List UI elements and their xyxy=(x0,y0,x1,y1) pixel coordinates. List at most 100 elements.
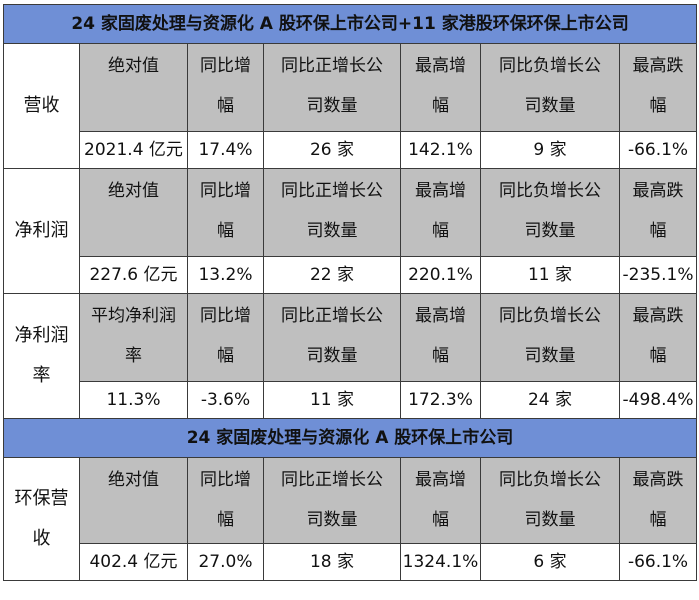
header-cell-positive-count: 同比正增长公 司数量 xyxy=(263,168,401,257)
stats-table: 24 家固废处理与资源化 A 股环保上市公司+11 家港股环保环保上市公司 营收… xyxy=(2,4,698,581)
value-cell: 11.3% xyxy=(79,381,188,419)
header-cell-max-growth: 最高增幅 xyxy=(400,168,481,257)
row-label-env-revenue: 环保营收 xyxy=(3,457,80,581)
header-cell-max-growth: 最高增幅 xyxy=(400,43,481,132)
header-cell-absolute-value: 绝对值 xyxy=(79,168,188,257)
header-row: 营收 绝对值 同比增幅 同比正增长公 司数量 最高增幅 同比负增长公 司数量 最高跌… xyxy=(3,43,698,169)
header-cell-yoy-growth: 同比增幅 xyxy=(187,293,264,382)
header-cell-positive-count: 同比正增长公 司数量 xyxy=(263,457,401,544)
row-label-line: 率 xyxy=(32,365,51,386)
value-cell: 27.0% xyxy=(187,543,264,581)
value-cell: 227.6 亿元 xyxy=(79,256,188,294)
header-line: 幅 xyxy=(217,96,234,116)
header-cell-positive-count: 同比正增长公 司数量 xyxy=(263,43,401,132)
value-cell: 18 家 xyxy=(263,543,401,581)
value-cell: 11 家 xyxy=(263,381,401,419)
row-label-line: 营收 xyxy=(23,95,60,116)
header-cell-yoy-growth: 同比增幅 xyxy=(187,43,264,132)
header-cell-avg-net-margin: 平均净利润率 xyxy=(79,293,188,382)
value-cell: 9 家 xyxy=(480,131,620,169)
header-cell-absolute-value: 绝对值 xyxy=(79,457,188,544)
row-label-line: 净利润 xyxy=(14,325,69,346)
header-line: 同比负增长公 xyxy=(499,306,601,326)
value-cell: 13.2% xyxy=(187,256,264,294)
header-line: 最高增 xyxy=(415,181,466,201)
value-cell: 17.4% xyxy=(187,131,264,169)
header-line: 幅 xyxy=(649,510,667,530)
section-title-row: 24 家固废处理与资源化 A 股环保上市公司+11 家港股环保环保上市公司 xyxy=(2,4,698,44)
header-line: 幅 xyxy=(432,96,449,116)
header-line: 同比正增长公 xyxy=(281,181,383,201)
header-row: 环保营收 绝对值 同比增幅 同比正增长公 司数量 最高增幅 同比负增长公 司数量 最… xyxy=(3,457,698,581)
row-label-line: 净利润 xyxy=(14,220,69,241)
value-row: 402.4 亿元 27.0% 18 家 1324.1% 6 家 -66.1% xyxy=(4,543,698,581)
header-line: 最高跌 xyxy=(632,306,684,326)
header-line: 率 xyxy=(125,346,142,366)
row-label-line: 环保营 xyxy=(14,488,69,509)
header-cell-absolute-value: 绝对值 xyxy=(79,43,188,132)
value-cell: -235.1% xyxy=(618,256,698,294)
header-line: 最高增 xyxy=(415,306,466,326)
header-line: 幅 xyxy=(217,346,234,366)
header-cell-max-growth: 最高增幅 xyxy=(400,293,481,382)
header-line: 绝对值 xyxy=(108,181,159,201)
section-title-row: 24 家固废处理与资源化 A 股环保上市公司 xyxy=(2,418,698,458)
header-line: 平均净利润 xyxy=(91,306,176,326)
header-cell-negative-count: 同比负增长公 司数量 xyxy=(480,43,620,132)
row-label-revenue: 营收 xyxy=(3,43,80,169)
value-cell: 402.4 亿元 xyxy=(79,543,188,581)
header-cell-max-decline: 最高跌幅 xyxy=(618,457,698,544)
row-label-net-profit: 净利润 xyxy=(3,168,80,294)
header-line: 同比增 xyxy=(200,306,251,326)
header-line: 幅 xyxy=(649,346,667,366)
header-line: 最高跌 xyxy=(632,56,684,76)
header-cell-max-growth: 最高增幅 xyxy=(400,457,481,544)
value-cell: 26 家 xyxy=(263,131,401,169)
header-line: 同比增 xyxy=(200,56,251,76)
header-line: 幅 xyxy=(432,221,449,241)
value-cell: 22 家 xyxy=(263,256,401,294)
header-line: 司数量 xyxy=(306,510,358,530)
header-line: 司数量 xyxy=(306,221,358,241)
value-cell: -66.1% xyxy=(618,131,698,169)
header-row: 净利润 绝对值 同比增幅 同比正增长公 司数量 最高增幅 同比负增长公 司数量 最高… xyxy=(3,168,698,294)
header-cell-positive-count: 同比正增长公 司数量 xyxy=(263,293,401,382)
header-line: 同比正增长公 xyxy=(281,56,383,76)
header-line: 幅 xyxy=(649,221,667,241)
header-line: 同比负增长公 xyxy=(499,56,601,76)
header-line: 幅 xyxy=(432,346,449,366)
value-cell: 24 家 xyxy=(480,381,620,419)
header-line: 绝对值 xyxy=(108,56,159,76)
value-cell: -66.1% xyxy=(618,543,698,581)
header-line: 司数量 xyxy=(306,346,358,366)
value-row: 11.3% -3.6% 11 家 172.3% 24 家 -498.4% xyxy=(4,381,698,419)
header-line: 同比负增长公 xyxy=(499,470,601,490)
header-cell-yoy-growth: 同比增幅 xyxy=(187,457,264,544)
header-line: 同比增 xyxy=(200,181,251,201)
header-line: 司数量 xyxy=(524,346,576,366)
header-line: 幅 xyxy=(649,96,667,116)
header-line: 同比正增长公 xyxy=(281,306,383,326)
header-line: 最高跌 xyxy=(632,470,684,490)
header-line: 幅 xyxy=(432,510,449,530)
row-label-net-margin: 净利润率 xyxy=(3,293,80,419)
value-cell: 11 家 xyxy=(480,256,620,294)
header-line: 司数量 xyxy=(306,96,358,116)
header-line: 司数量 xyxy=(524,221,576,241)
value-cell: -3.6% xyxy=(187,381,264,419)
header-cell-max-decline: 最高跌幅 xyxy=(618,168,698,257)
header-line: 最高增 xyxy=(415,56,466,76)
value-cell: -498.4% xyxy=(618,381,698,419)
value-cell: 172.3% xyxy=(400,381,481,419)
header-cell-negative-count: 同比负增长公 司数量 xyxy=(480,457,620,544)
header-row: 净利润率 平均净利润率 同比增幅 同比正增长公 司数量 最高增幅 同比负增长公 司数… xyxy=(3,293,698,419)
section-title: 24 家固废处理与资源化 A 股环保上市公司 xyxy=(2,418,698,458)
header-cell-max-decline: 最高跌幅 xyxy=(618,43,698,132)
header-line: 绝对值 xyxy=(108,470,159,490)
header-line: 幅 xyxy=(217,221,234,241)
header-line: 司数量 xyxy=(524,510,576,530)
value-cell: 220.1% xyxy=(400,256,481,294)
header-line: 同比正增长公 xyxy=(281,470,383,490)
value-cell: 142.1% xyxy=(400,131,481,169)
header-cell-yoy-growth: 同比增幅 xyxy=(187,168,264,257)
